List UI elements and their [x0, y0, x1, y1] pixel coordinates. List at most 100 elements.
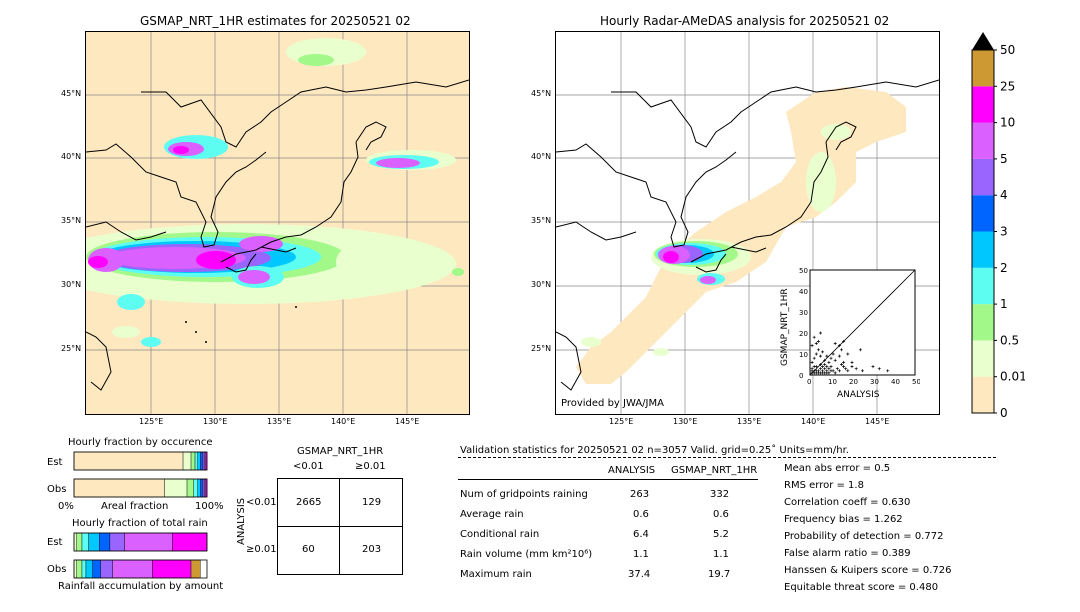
scatter-point	[877, 367, 881, 371]
scatter-point	[816, 348, 820, 352]
scatter-plot: 00 10 10 20 20 30 30 40 40 50 50	[799, 267, 921, 386]
scatter-ytick: 0	[799, 372, 803, 380]
scatter-point	[823, 363, 827, 366]
scatter-point	[831, 352, 835, 356]
scatter-point	[827, 360, 831, 364]
scatter-xtick: 40	[891, 378, 900, 386]
colorbar-segment	[972, 195, 994, 232]
rainfrac-bar-segment	[81, 532, 89, 552]
scatter-point	[827, 367, 831, 371]
scatter-xtick: 10	[828, 378, 837, 386]
colorbar-label: 0.5	[1000, 333, 1019, 347]
validation-row-label: Conditional rain	[460, 529, 540, 540]
scatter-point	[833, 358, 837, 362]
scatter-point	[842, 339, 846, 343]
score-line: False alarm ratio = 0.389	[784, 548, 911, 559]
validation-col-gsmap: GSMAP_NRT_1HR	[671, 465, 758, 476]
left-lat-label: 45°N	[61, 89, 82, 98]
colorbar-segment	[972, 122, 994, 159]
contingency-col-lt: <0.01	[293, 461, 324, 472]
rainfrac-title: Hourly fraction of total rain	[72, 518, 208, 529]
scatter-point	[810, 367, 814, 371]
validation-row-label: Average rain	[460, 509, 524, 520]
right-map-canvas	[556, 32, 939, 414]
contingency-row-ge: ≥0.01	[246, 544, 277, 555]
contingency-table: 2665 129 60 203	[277, 478, 403, 575]
scatter-point	[825, 365, 829, 369]
rainfrac-bar-segment	[124, 532, 173, 552]
occurrence-bar-frame	[73, 478, 208, 498]
scatter-point	[814, 369, 818, 373]
validation-row-gsmap: 0.6	[713, 509, 729, 520]
contingency-title: GSMAP_NRT_1HR	[297, 446, 384, 457]
colorbar-segment	[972, 304, 994, 341]
scatter-xtick: 50	[912, 378, 920, 386]
rainfrac-bar-segment	[112, 559, 153, 579]
scatter-point	[837, 354, 841, 358]
rainfrac-bar-segment	[76, 532, 83, 552]
rainfrac-est-label: Est	[47, 537, 63, 548]
colorbar-label: 3	[1000, 225, 1008, 239]
right-lon-label: 125°E	[609, 417, 634, 426]
left-lat-label: 25°N	[61, 344, 82, 353]
validation-row-analysis: 263	[630, 489, 650, 500]
validation-row-label: Maximum rain	[460, 569, 532, 580]
occurrence-bar-segment	[190, 451, 196, 471]
right-lat-label: 40°N	[531, 152, 552, 161]
right-lon-label: 140°E	[801, 417, 826, 426]
occurrence-obs-label: Obs	[47, 484, 67, 495]
scatter-point	[819, 371, 822, 375]
validation-row-analysis: 6.4	[633, 529, 649, 540]
left-lon-label: 140°E	[331, 417, 356, 426]
score-line: Frequency bias = 1.262	[784, 514, 903, 525]
scatter-point	[833, 371, 837, 375]
scatter-point	[844, 367, 848, 371]
scatter-point	[854, 367, 858, 371]
scatter-ytick: 40	[799, 288, 808, 296]
map-credit: Provided by JWA/JMA	[561, 398, 664, 409]
scatter-point	[840, 363, 843, 366]
score-line: Mean abs error = 0.5	[784, 463, 891, 474]
rainfrac-bar-segment	[85, 559, 93, 579]
colorbar-label: 10	[1000, 116, 1015, 130]
scatter-point	[837, 344, 841, 348]
scatter-xlabel: ANALYSIS	[837, 390, 880, 400]
scatter-point	[810, 344, 814, 348]
colorbar-segment	[972, 267, 994, 305]
occurrence-tick-0: 0%	[58, 501, 74, 512]
right-lat-label: 35°N	[531, 216, 552, 225]
scatter-xtick: 0	[807, 378, 811, 386]
occurrence-bars	[73, 451, 208, 498]
scatter-point	[846, 352, 850, 356]
occurrence-tick-1: 100%	[195, 501, 224, 512]
scatter-point	[827, 371, 831, 375]
occurrence-title: Hourly fraction by occurence	[68, 437, 213, 448]
scatter-point	[837, 369, 841, 373]
left-lon-label: 130°E	[203, 417, 228, 426]
validation-row-analysis: 1.1	[633, 549, 649, 560]
colorbar-segment	[972, 86, 994, 123]
scatter-point	[833, 342, 837, 345]
rainfrac-bars	[73, 532, 208, 579]
rainfrac-bar-segment	[172, 532, 208, 552]
validation-row-gsmap: 19.7	[708, 569, 731, 580]
scatter-point	[810, 371, 814, 375]
scatter-diagonal	[809, 269, 916, 376]
right-lon-label: 145°E	[865, 417, 890, 426]
rainfrac-xlabel: Rainfall accumulation by amount	[58, 581, 224, 592]
left-map-title: GSMAP_NRT_1HR estimates for 20250521 02	[140, 14, 411, 28]
colorbar-extend-arrow	[972, 32, 994, 50]
occurrence-bar-segment	[200, 451, 204, 471]
scatter-xtick: 20	[849, 378, 858, 386]
scatter-point	[829, 365, 833, 369]
right-lat-label: 45°N	[531, 89, 552, 98]
occurrence-bar-segment	[194, 451, 198, 471]
scatter-point	[812, 356, 816, 360]
contingency-cell: 129	[362, 497, 382, 508]
rainfrac-bar-segment	[81, 559, 87, 579]
right-lon-label: 135°E	[737, 417, 762, 426]
contingency-cell: 203	[362, 544, 382, 555]
scatter-point	[812, 365, 816, 369]
occurrence-est-label: Est	[47, 457, 63, 468]
score-line: Hanssen & Kuipers score = 0.726	[784, 565, 952, 576]
